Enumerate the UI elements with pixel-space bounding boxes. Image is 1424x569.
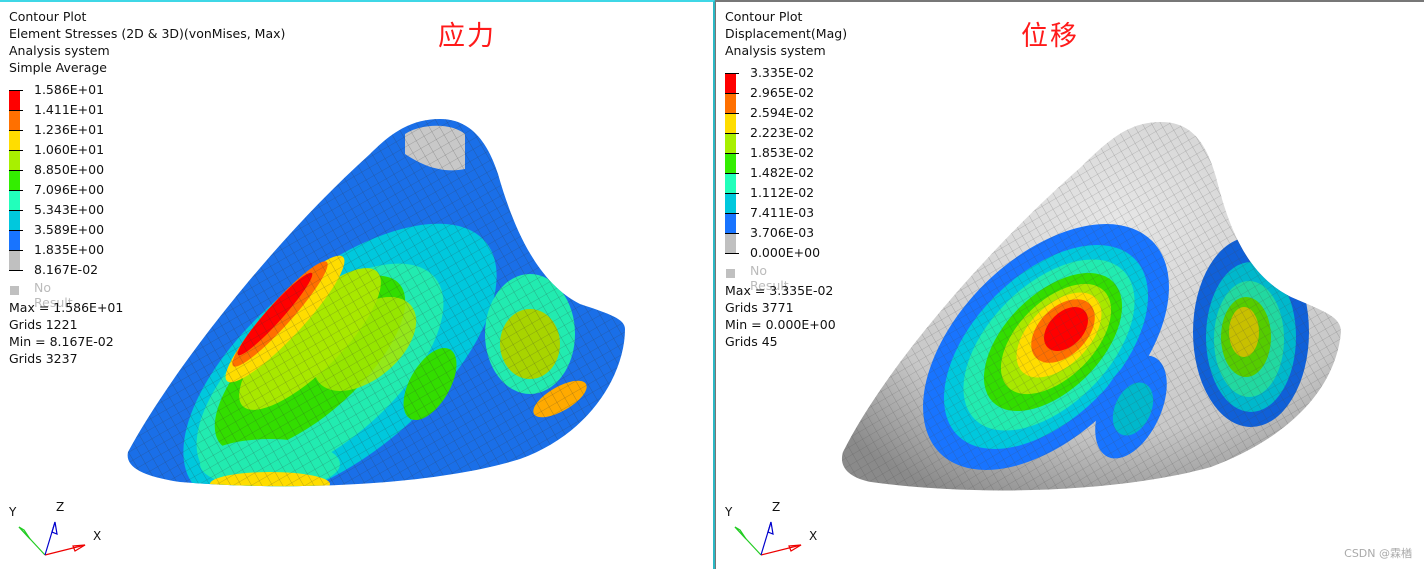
min-grid: Grids 3237 — [9, 351, 78, 366]
max-grid: Grids 1221 — [9, 317, 78, 332]
watermark: CSDN @霖楢 — [1344, 547, 1412, 560]
max-value: Max = 3.335E-02 — [725, 283, 834, 298]
axis-triad: Y Z X — [724, 500, 817, 556]
stress-viewport[interactable]: Contour Plot Element Stresses (2D & 3D)(… — [0, 0, 715, 569]
axis-x-label: X — [93, 529, 101, 543]
max-value: Max = 1.586E+01 — [9, 300, 124, 315]
axis-y-label: Y — [8, 505, 17, 519]
stress-stats: Max = 1.586E+01 Grids 1221 Min = 8.167E-… — [9, 299, 123, 367]
plot-type-label: Contour Plot — [725, 9, 803, 24]
legend-label: 3.335E-02 — [750, 65, 815, 80]
legend-label: 8.850E+00 — [34, 162, 105, 177]
result-type-label: Displacement(Mag) — [725, 26, 848, 41]
legend-label: 2.965E-02 — [750, 85, 815, 100]
legend-label: 3.706E-03 — [750, 225, 815, 240]
max-grid: Grids 3771 — [725, 300, 794, 315]
legend-label: 1.482E-02 — [750, 165, 815, 180]
axis-y-label: Y — [724, 505, 733, 519]
legend-label: 1.060E+01 — [34, 142, 105, 157]
no-result-swatch — [726, 269, 735, 278]
result-type-label: Element Stresses (2D & 3D)(vonMises, Max… — [9, 26, 286, 41]
no-result-label: No Result — [34, 280, 73, 310]
displacement-title: 位移 — [1021, 21, 1079, 52]
displacement-viewport[interactable]: Contour Plot Displacement(Mag) Analysis … — [715, 0, 1424, 569]
stress-info-header: Contour Plot Element Stresses (2D & 3D)(… — [9, 8, 285, 76]
no-result-swatch — [10, 286, 19, 295]
displacement-contour-model[interactable] — [831, 97, 1351, 502]
axis-z-label: Z — [772, 500, 780, 514]
legend-label: 5.343E+00 — [34, 202, 105, 217]
legend-label: 1.853E-02 — [750, 145, 815, 160]
stress-contour-model[interactable] — [120, 114, 640, 494]
legend-label: 3.589E+00 — [34, 222, 105, 237]
legend-label: 0.000E+00 — [750, 245, 821, 260]
legend-label: 1.112E-02 — [750, 185, 815, 200]
stress-title: 应力 — [438, 21, 496, 52]
legend-label: 2.594E-02 — [750, 105, 815, 120]
displacement-stats: Max = 3.335E-02 Grids 3771 Min = 0.000E+… — [725, 282, 836, 350]
displacement-info-header: Contour Plot Displacement(Mag) Analysis … — [725, 8, 847, 59]
system-label: Analysis system — [725, 43, 826, 58]
legend-label: 8.167E-02 — [34, 262, 99, 277]
min-grid: Grids 45 — [725, 334, 778, 349]
legend-label: 7.096E+00 — [34, 182, 105, 197]
legend-label: 2.223E-02 — [750, 125, 815, 140]
plot-type-label: Contour Plot — [9, 9, 87, 24]
axis-triad: Y Z X — [8, 500, 101, 556]
min-value: Min = 8.167E-02 — [9, 334, 114, 349]
no-result-label: No Result — [750, 263, 789, 293]
legend-label: 1.236E+01 — [34, 122, 105, 137]
averaging-label: Simple Average — [9, 60, 107, 75]
legend-label: 1.411E+01 — [34, 102, 105, 117]
legend-label: 7.411E-03 — [750, 205, 815, 220]
legend-label: 1.835E+00 — [34, 242, 105, 257]
min-value: Min = 0.000E+00 — [725, 317, 836, 332]
axis-x-label: X — [809, 529, 817, 543]
system-label: Analysis system — [9, 43, 110, 58]
legend-label: 1.586E+01 — [34, 82, 105, 97]
axis-z-label: Z — [56, 500, 64, 514]
